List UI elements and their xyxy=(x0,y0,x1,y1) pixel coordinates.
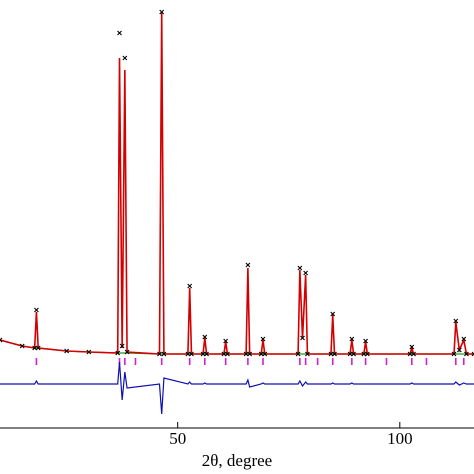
observed-point xyxy=(245,262,251,268)
observed-point xyxy=(200,351,206,357)
observed-point xyxy=(451,351,457,357)
observed-point xyxy=(243,351,249,357)
x-axis-label: 2θ, degree xyxy=(202,451,272,470)
observed-point xyxy=(332,351,337,357)
observed-point xyxy=(464,351,469,357)
observed-point xyxy=(19,343,25,349)
observed-point xyxy=(157,351,162,357)
observed-point xyxy=(35,345,41,351)
observed-point xyxy=(361,351,367,357)
observed-point xyxy=(456,347,462,353)
observed-point xyxy=(189,351,194,357)
observed-point xyxy=(247,351,253,357)
observed-point xyxy=(303,270,309,276)
series-line xyxy=(0,11,474,355)
observed-point xyxy=(453,318,459,324)
observed-point xyxy=(258,351,264,357)
observed-point xyxy=(409,344,415,350)
observed-point xyxy=(349,336,355,342)
observed-point xyxy=(124,349,130,355)
observed-point xyxy=(363,338,368,344)
observed-point xyxy=(330,311,336,317)
observed-point xyxy=(351,351,357,357)
observed-point xyxy=(221,351,227,357)
observed-point xyxy=(407,351,413,357)
observed-point xyxy=(364,351,370,357)
observed-point xyxy=(34,307,39,313)
observed-point xyxy=(225,351,230,357)
observed-point xyxy=(262,351,268,357)
x-tick-label: 50 xyxy=(169,429,186,448)
observed-point xyxy=(64,348,70,354)
observed-point xyxy=(461,336,467,342)
observed-point xyxy=(115,350,121,356)
observed-point xyxy=(300,335,305,341)
observed-point xyxy=(187,283,193,289)
observed-point xyxy=(297,265,303,271)
observed-point xyxy=(119,343,125,349)
observed-point xyxy=(411,351,416,357)
observed-point xyxy=(122,55,128,61)
x-tick-label: 100 xyxy=(387,429,413,448)
observed-point xyxy=(347,351,353,357)
observed-point xyxy=(0,337,3,343)
observed-point xyxy=(204,351,209,357)
observed-point xyxy=(328,351,334,357)
observed-point xyxy=(202,334,208,340)
observed-point xyxy=(161,351,167,357)
observed-point xyxy=(117,30,122,36)
observed-point xyxy=(159,9,165,15)
observed-point xyxy=(471,351,474,357)
observed-point xyxy=(185,351,191,357)
observed-point xyxy=(86,349,92,355)
observed-point xyxy=(305,351,310,357)
series-line xyxy=(0,361,474,415)
observed-point xyxy=(223,338,229,344)
observed-point xyxy=(295,351,301,357)
observed-point xyxy=(32,345,38,351)
observed-point xyxy=(260,336,266,342)
